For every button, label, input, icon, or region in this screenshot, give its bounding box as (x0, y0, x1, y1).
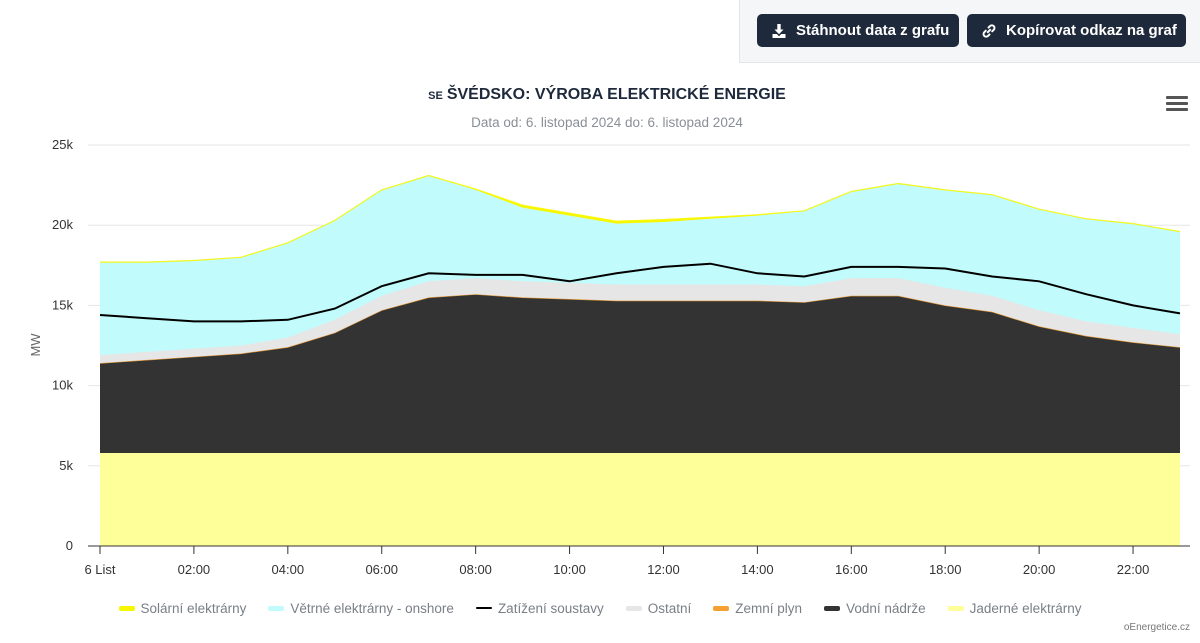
chart-menu-button[interactable] (1166, 96, 1188, 114)
legend-swatch (118, 605, 135, 611)
area-jaderne-elektrarny (100, 453, 1180, 546)
chart-plot: 0 5k 10k 15k 20k 25k 6 List 02:00 04:00 06:00 08:0… (28, 137, 1190, 577)
legend-item-ostatni[interactable]: Ostatní (625, 598, 692, 618)
x-tick-label: 20:00 (1023, 562, 1056, 577)
legend-item-vetrne-elektrarny-onshore[interactable]: Větrné elektrárny - onshore (268, 598, 454, 618)
area-ostatni (100, 278, 1180, 364)
chart-title: SE ŠVÉDSKO: VÝROBA ELEKTRICKÉ ENERGIE (300, 86, 914, 104)
legend-label: Solární elektrárny (140, 600, 247, 616)
credit-text: oEnergetice.cz (1123, 622, 1190, 633)
legend-swatch (713, 605, 730, 611)
legend-label: Vodní nádrže (846, 600, 926, 616)
download-icon (772, 23, 786, 38)
series-areas (99, 174, 1181, 546)
axes: 0 5k 10k 15k 20k 25k 6 List 02:00 04:00 06:00 08:0… (52, 137, 1190, 577)
legend-label: Jaderné elektrárny (969, 600, 1082, 616)
legend-item-vodni-nadrze[interactable]: Vodní nádrže (824, 598, 926, 618)
legend-item-zemni-plyn[interactable]: Zemní plyn (713, 598, 802, 618)
link-icon (982, 23, 996, 38)
y-tick-label: 15k (52, 297, 73, 312)
chart-subtitle: Data od: 6. listopad 2024 do: 6. listopa… (471, 115, 743, 130)
legend-item-zatizeni-soustavy[interactable]: Zatížení soustavy (475, 598, 604, 618)
copy-link-label: Kopírovat odkaz na graf (1006, 22, 1177, 39)
download-data-button[interactable]: Stáhnout data z grafu (757, 14, 959, 47)
x-tick-label: 04:00 (272, 562, 305, 577)
legend-item-jaderne-elektrarny[interactable]: Jaderné elektrárny (947, 598, 1082, 618)
area-vetrne-elektrarny-onshore (100, 175, 1180, 356)
legend-swatch (475, 607, 492, 609)
legend-swatch (824, 605, 841, 611)
legend-item-solarni-elektrarny[interactable]: Solární elektrárny (118, 598, 247, 618)
legend-label: Větrné elektrárny - onshore (290, 600, 454, 616)
download-data-label: Stáhnout data z grafu (796, 22, 950, 39)
y-tick-label: 20k (52, 217, 73, 232)
x-tick-label: 08:00 (459, 562, 492, 577)
legend: Solární elektrárny Větrné elektrárny - on… (0, 598, 1200, 618)
x-tick-label: 6 List (84, 562, 115, 577)
hamburger-icon-bar (1166, 102, 1188, 105)
y-tick-label: 0 (66, 538, 73, 553)
area-edge-solarni-elektrarny (100, 174, 1181, 263)
chart-title-text: ŠVÉDSKO: VÝROBA ELEKTRICKÉ ENERGIE (446, 86, 786, 103)
y-tick-label: 25k (52, 137, 73, 152)
legend-label: Zatížení soustavy (497, 600, 604, 616)
x-tick-label: 18:00 (929, 562, 962, 577)
legend-swatch (947, 605, 964, 611)
x-tick-label: 12:00 (647, 562, 680, 577)
x-tick-label: 16:00 (835, 562, 868, 577)
x-tick-label: 06:00 (365, 562, 398, 577)
line-zatizeni-soustavy (99, 262, 1181, 323)
y-tick-label: 5k (59, 458, 73, 473)
x-tick-label: 10:00 (553, 562, 586, 577)
copy-link-button[interactable]: Kopírovat odkaz na graf (967, 14, 1186, 47)
legend-label: Ostatní (647, 600, 692, 616)
x-tick-label: 14:00 (741, 562, 774, 577)
y-tick-label: 10k (52, 378, 73, 393)
legend-swatch (625, 605, 642, 611)
legend-swatch (268, 605, 285, 611)
x-tick-label: 02:00 (178, 562, 211, 577)
hamburger-icon (1166, 96, 1188, 99)
series-lines (99, 262, 1181, 323)
toolbar: Stáhnout data z grafu Kopírovat odkaz na… (739, 0, 1200, 63)
hamburger-icon-bar (1166, 108, 1188, 111)
country-code: SE (428, 90, 443, 102)
y-axis-label: MW (28, 333, 43, 357)
legend-label: Zemní plyn (735, 600, 803, 616)
area-vodni-nadrze (100, 294, 1180, 453)
x-tick-label: 22:00 (1117, 562, 1150, 577)
